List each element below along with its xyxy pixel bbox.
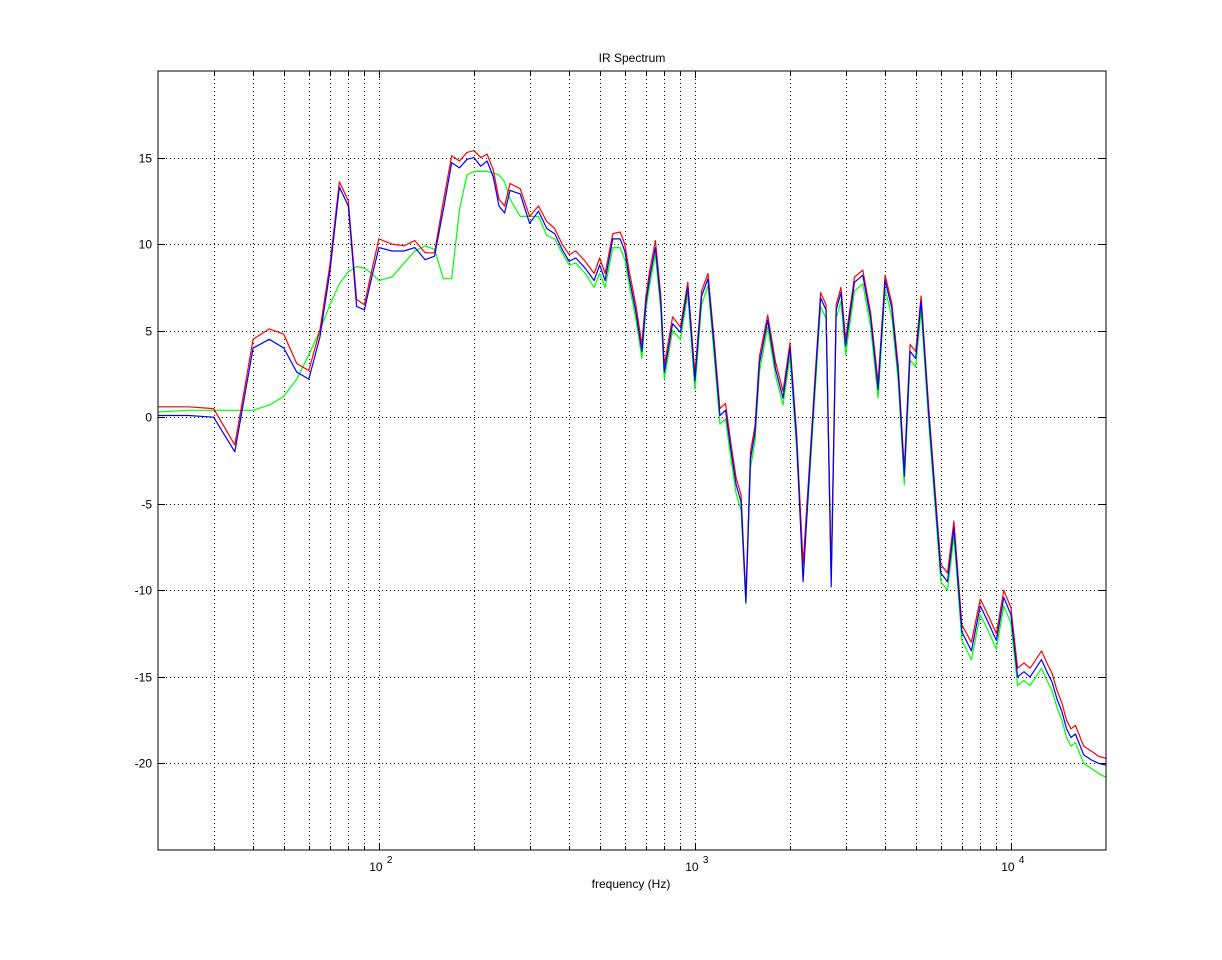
- x-tick-label-base: 10: [1001, 860, 1015, 874]
- y-tick-label: -10: [135, 584, 153, 598]
- y-tick-label: -20: [135, 757, 153, 771]
- chart-title: IR Spectrum: [599, 51, 666, 65]
- x-axis-label: frequency (Hz): [592, 877, 671, 891]
- y-tick-label: 5: [145, 325, 152, 339]
- plot-lines: [157, 150, 1107, 778]
- x-tick-label: 10 2: [369, 855, 393, 874]
- tick-labels: 15 10 5 0 -5 -10 -15 -20 10 2 10 3 10 4: [135, 152, 1025, 875]
- y-tick-label: 15: [139, 152, 153, 166]
- y-tick-label: 0: [145, 411, 152, 425]
- x-tick-label-exponent: 4: [1019, 855, 1025, 866]
- x-tick-label-exponent: 3: [703, 855, 709, 866]
- ticks: [158, 71, 1106, 850]
- plot-frame: [157, 70, 1107, 851]
- grid: [158, 71, 1106, 850]
- series-line-1: [158, 150, 1107, 759]
- series-line-3: [157, 170, 1107, 778]
- x-tick-label-base: 10: [685, 860, 699, 874]
- series-line-2: [158, 157, 1107, 766]
- y-tick-label: 10: [139, 238, 153, 252]
- x-tick-label-base: 10: [369, 860, 383, 874]
- x-tick-label: 10 3: [685, 855, 709, 874]
- y-tick-label: -15: [135, 671, 153, 685]
- y-tick-label: -5: [141, 498, 152, 512]
- x-tick-label-exponent: 2: [387, 855, 393, 866]
- x-tick-label: 10 4: [1001, 855, 1025, 874]
